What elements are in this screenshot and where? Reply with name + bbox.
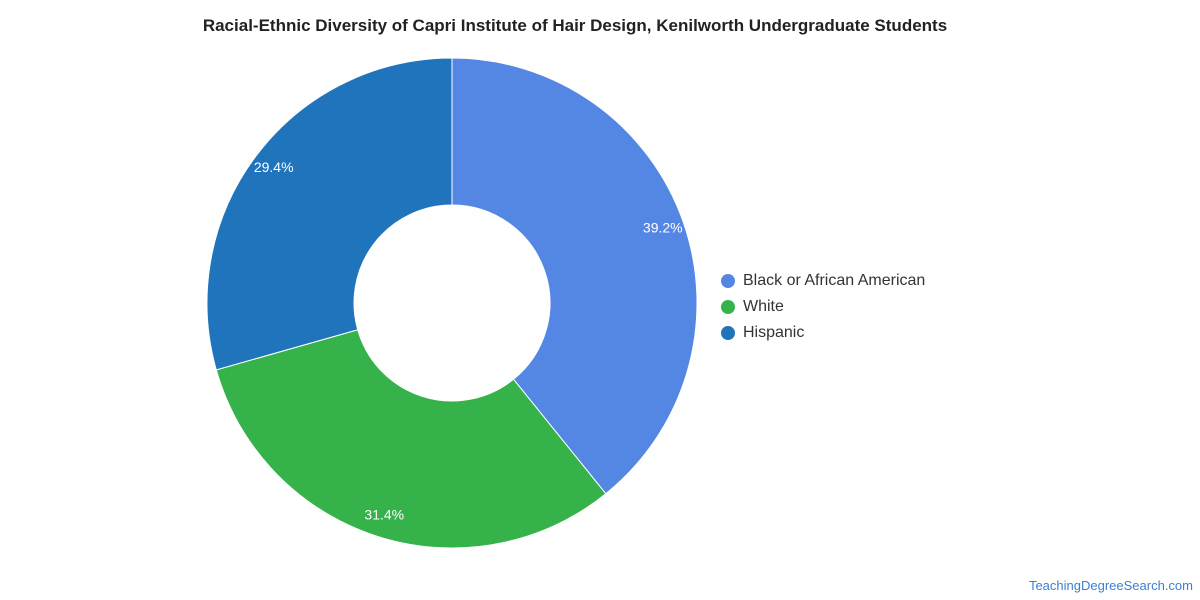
legend-swatch <box>721 300 735 314</box>
donut-slice-black-or-african-american[interactable] <box>451 57 698 495</box>
legend-item-white[interactable]: White <box>721 294 925 320</box>
slice-data-label: 29.4% <box>254 159 294 175</box>
legend-swatch <box>721 274 735 288</box>
legend-item-hispanic[interactable]: Hispanic <box>721 320 925 346</box>
legend-label: White <box>743 298 784 315</box>
donut-slice-hispanic[interactable] <box>206 57 453 371</box>
legend-label: Hispanic <box>743 324 805 341</box>
legend-item-black-or-african-american[interactable]: Black or African American <box>721 268 925 294</box>
slice-data-label: 31.4% <box>364 507 404 523</box>
legend-swatch <box>721 326 735 340</box>
legend-label: Black or African American <box>743 272 926 289</box>
site-credit-link[interactable]: TeachingDegreeSearch.com <box>1028 578 1193 593</box>
donut-slice-white[interactable] <box>215 329 607 549</box>
legend: Black or African American White Hispanic <box>721 268 925 346</box>
chart-title: Racial-Ethnic Diversity of Capri Institu… <box>202 16 948 35</box>
slice-data-label: 39.2% <box>643 219 683 235</box>
